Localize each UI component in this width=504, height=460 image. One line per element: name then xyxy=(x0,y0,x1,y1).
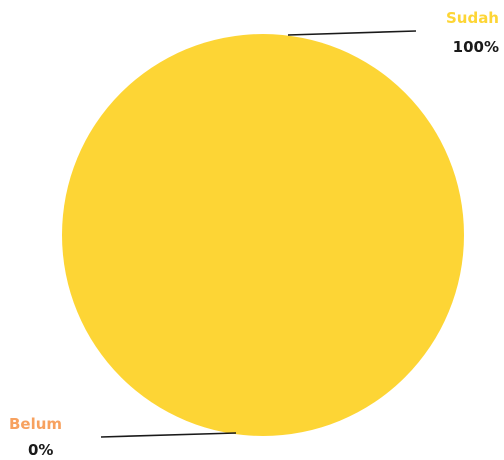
pie-slice-sudah xyxy=(62,34,464,436)
slice-label-sudah: Sudah xyxy=(446,9,499,27)
slice-value-belum: 0% xyxy=(28,441,53,459)
leader-line-belum xyxy=(100,432,237,438)
leader-line-sudah xyxy=(287,30,417,36)
pie-slices xyxy=(62,34,464,436)
slice-label-belum: Belum xyxy=(9,415,62,433)
slice-value-sudah: 100% xyxy=(453,38,499,56)
